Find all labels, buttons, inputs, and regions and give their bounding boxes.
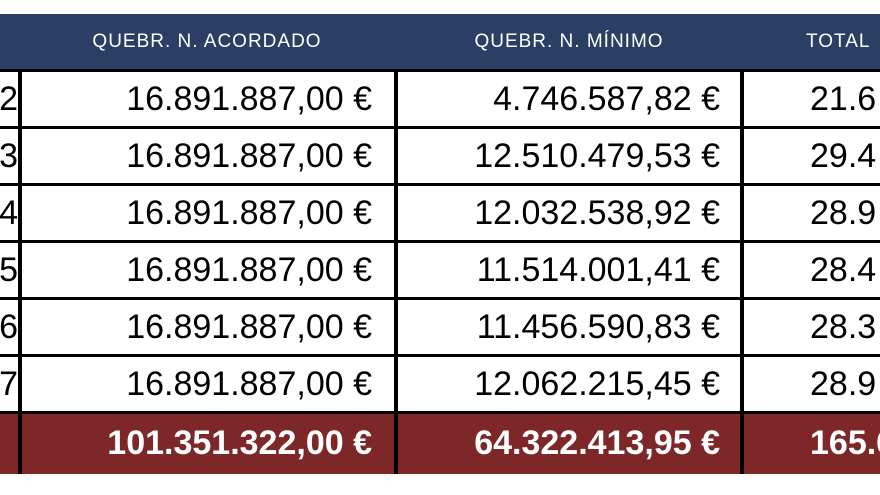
year-cell[interactable]: 4	[0, 194, 18, 232]
total-cell[interactable]: 28.9	[810, 365, 877, 403]
column-header-acordado[interactable]: QUEBR. N. ACORDADO	[92, 30, 322, 52]
minimo-cell[interactable]: 12.032.538,92 €	[474, 194, 720, 232]
column-header-total[interactable]: TOTAL	[806, 30, 871, 52]
acordado-cell[interactable]: 16.891.887,00 €	[126, 251, 372, 289]
acordado-cell[interactable]: 16.891.887,00 €	[126, 308, 372, 346]
acordado-cell[interactable]: 16.891.887,00 €	[126, 194, 372, 232]
totals-top-border	[0, 411, 880, 414]
total-cell[interactable]: 28.4	[810, 251, 877, 289]
total-cell[interactable]: 28.3	[810, 308, 877, 346]
row-divider	[0, 126, 880, 129]
row-divider	[0, 240, 880, 243]
minimo-cell[interactable]: 11.456.590,83 €	[476, 308, 720, 346]
total-cell[interactable]: 28.9	[810, 194, 877, 232]
row-divider	[0, 354, 880, 357]
column-divider-acordado	[394, 69, 398, 474]
acordado-cell[interactable]: 16.891.887,00 €	[126, 365, 372, 403]
column-divider-year	[18, 69, 22, 474]
acordado-total-cell[interactable]: 101.351.322,00 €	[107, 424, 372, 462]
column-divider-minimo	[740, 69, 744, 474]
year-cell[interactable]: 2	[0, 80, 18, 118]
table-row: 3 16.891.887,00 € 12.510.479,53 € 29.4	[0, 128, 880, 185]
table-header-row: QUEBR. N. ACORDADO QUEBR. N. MÍNIMO TOTA…	[0, 14, 880, 69]
minimo-total-cell[interactable]: 64.322.413,95 €	[474, 424, 720, 462]
table-row: 5 16.891.887,00 € 11.514.001,41 € 28.4	[0, 242, 880, 299]
year-cell[interactable]: 6	[0, 308, 18, 346]
table-row: 4 16.891.887,00 € 12.032.538,92 € 28.9	[0, 185, 880, 242]
minimo-cell[interactable]: 12.062.215,45 €	[474, 365, 720, 403]
acordado-cell[interactable]: 16.891.887,00 €	[126, 80, 372, 118]
table-row: 2 16.891.887,00 € 4.746.587,82 € 21.6	[0, 71, 880, 128]
row-divider	[0, 183, 880, 186]
minimo-cell[interactable]: 12.510.479,53 €	[474, 137, 720, 175]
year-cell[interactable]: 5	[0, 251, 18, 289]
spreadsheet-table: QUEBR. N. ACORDADO QUEBR. N. MÍNIMO TOTA…	[0, 14, 880, 474]
table-row: 7 16.891.887,00 € 12.062.215,45 € 28.9	[0, 356, 880, 413]
total-cell[interactable]: 29.4	[810, 137, 877, 175]
column-header-minimo[interactable]: QUEBR. N. MÍNIMO	[474, 30, 664, 52]
minimo-cell[interactable]: 11.514.001,41 €	[476, 251, 720, 289]
year-cell[interactable]: 7	[0, 365, 18, 403]
year-cell[interactable]: 3	[0, 137, 18, 175]
header-bottom-border	[0, 69, 880, 72]
row-divider	[0, 297, 880, 300]
acordado-cell[interactable]: 16.891.887,00 €	[126, 137, 372, 175]
totals-row: 101.351.322,00 € 64.322.413,95 € 165.6	[0, 413, 880, 474]
grand-total-cell[interactable]: 165.6	[810, 424, 880, 462]
table-row: 6 16.891.887,00 € 11.456.590,83 € 28.3	[0, 299, 880, 356]
minimo-cell[interactable]: 4.746.587,82 €	[493, 80, 720, 118]
total-cell[interactable]: 21.6	[810, 80, 877, 118]
